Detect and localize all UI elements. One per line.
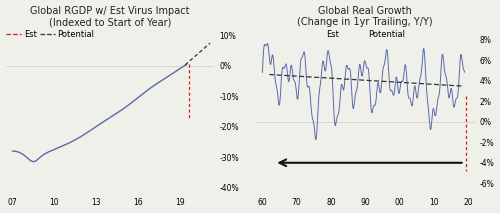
Legend: Est, Potential: Est, Potential <box>326 30 404 39</box>
Title: Global RGDP w/ Est Virus Impact
(Indexed to Start of Year): Global RGDP w/ Est Virus Impact (Indexed… <box>30 6 190 27</box>
Legend: Est, Potential: Est, Potential <box>6 30 94 39</box>
Title: Global Real Growth
(Change in 1yr Trailing, Y/Y): Global Real Growth (Change in 1yr Traili… <box>298 6 433 27</box>
